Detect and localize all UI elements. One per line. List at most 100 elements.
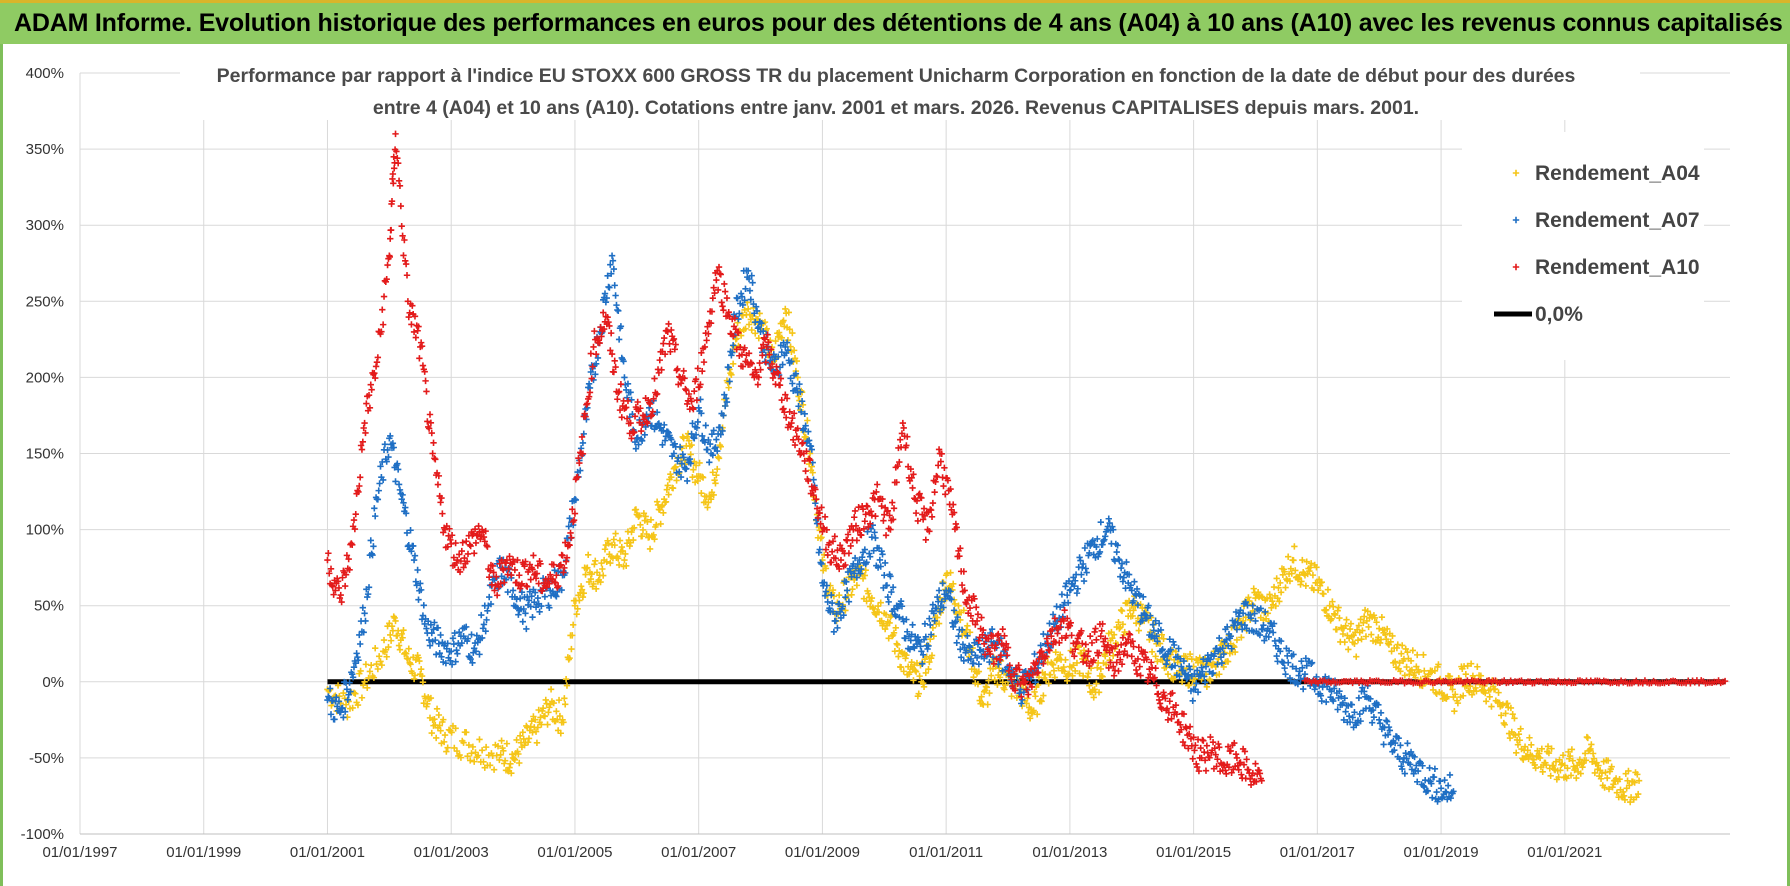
data-point: [1007, 673, 1014, 680]
data-point: [777, 375, 785, 382]
data-point: [623, 404, 630, 411]
data-point: [1034, 669, 1042, 676]
data-point: [1119, 621, 1127, 628]
data-point: [569, 506, 576, 513]
data-point: [1224, 642, 1232, 649]
data-point: [851, 554, 859, 562]
data-point: [463, 538, 470, 545]
data-point: [1016, 690, 1023, 697]
data-point: [439, 510, 446, 517]
data-point: [743, 267, 750, 274]
data-point: [1056, 651, 1064, 658]
data-point: [971, 639, 978, 647]
data-point: [612, 292, 619, 299]
data-point: [805, 428, 812, 435]
data-point: [1128, 653, 1135, 660]
data-point: [1200, 737, 1207, 744]
data-point: [1098, 627, 1105, 635]
data-point: [699, 474, 707, 481]
data-point: [916, 490, 923, 497]
data-point: [344, 696, 351, 703]
data-point: [464, 752, 471, 760]
data-point: [1137, 672, 1144, 679]
data-point: [1547, 772, 1554, 779]
data-point: [1062, 583, 1069, 590]
data-point: [442, 659, 450, 667]
data-point: [938, 450, 945, 458]
data-point: [792, 370, 800, 377]
data-point: [395, 177, 403, 185]
data-point: [432, 636, 439, 644]
data-point: [368, 661, 375, 669]
data-point: [985, 635, 992, 642]
data-point: [1062, 656, 1069, 664]
data-point: [586, 389, 594, 396]
data-point: [546, 704, 553, 711]
data-point: [955, 632, 962, 640]
data-point: [1380, 741, 1387, 748]
data-point: [759, 352, 766, 359]
data-point: [790, 410, 798, 417]
data-point: [466, 541, 473, 549]
legend: Rendement_A04Rendement_A07Rendement_A100…: [1462, 132, 1704, 360]
data-point: [1049, 611, 1057, 618]
data-point: [638, 421, 646, 428]
data-point: [592, 585, 600, 593]
data-point: [529, 729, 536, 736]
data-point: [1238, 771, 1245, 778]
data-point: [518, 588, 526, 596]
data-point: [1402, 749, 1409, 757]
data-point: [754, 381, 762, 388]
data-point: [615, 555, 622, 562]
data-point: [1231, 648, 1239, 656]
data-point: [440, 716, 447, 723]
data-point: [1075, 644, 1082, 651]
data-point: [865, 523, 872, 531]
data-point: [1582, 757, 1590, 764]
data-point: [1292, 665, 1300, 672]
data-point: [632, 445, 640, 452]
data-point: [1294, 576, 1302, 583]
data-point: [371, 512, 379, 520]
data-point: [1084, 653, 1091, 660]
data-point: [415, 654, 422, 661]
data-point: [1117, 606, 1125, 614]
data-point: [1398, 642, 1406, 649]
data-point: [997, 652, 1005, 659]
data-point: [1349, 714, 1356, 721]
data-point: [573, 610, 580, 618]
data-point: [831, 533, 838, 540]
data-point: [1203, 683, 1211, 690]
x-tick-label: 01/01/2015: [1156, 844, 1231, 861]
data-point: [615, 388, 623, 395]
data-point: [617, 323, 625, 330]
data-point: [931, 617, 938, 624]
data-point: [955, 602, 962, 609]
data-point: [503, 740, 511, 747]
data-point: [634, 434, 641, 441]
data-point: [656, 356, 663, 364]
data-point: [407, 527, 414, 534]
data-point: [885, 525, 892, 532]
data-point: [398, 222, 405, 230]
data-point: [434, 481, 442, 488]
data-point: [660, 509, 667, 517]
data-point: [1535, 750, 1543, 757]
data-point: [326, 570, 333, 577]
data-point: [1235, 766, 1242, 773]
data-point: [603, 294, 610, 302]
data-point: [509, 587, 517, 594]
data-point: [928, 652, 936, 659]
data-point: [1172, 701, 1180, 709]
data-point: [1464, 662, 1471, 670]
data-point: [1315, 682, 1323, 690]
data-point: [498, 737, 505, 744]
data-point: [718, 299, 725, 306]
data-point: [1307, 560, 1315, 567]
data-point: [719, 303, 726, 310]
data-point: [1382, 631, 1389, 638]
data-point: [1467, 660, 1475, 667]
data-point: [1334, 706, 1341, 713]
data-point: [345, 555, 352, 563]
data-point: [1073, 589, 1081, 597]
